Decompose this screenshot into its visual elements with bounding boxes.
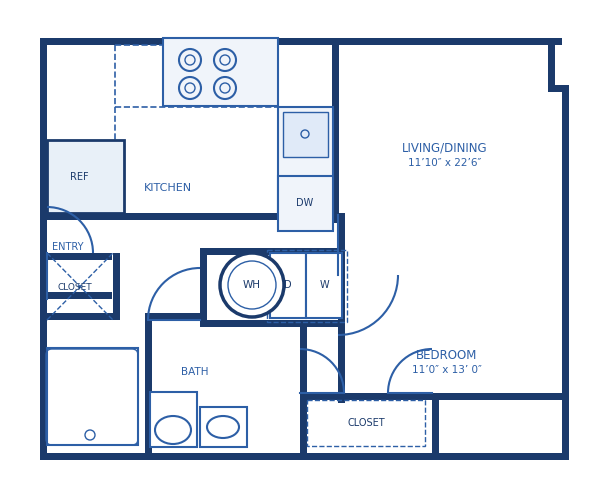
Bar [278,176,333,231]
Bar [150,392,197,447]
Bar [267,250,347,322]
Bar [200,320,345,327]
Bar [47,140,124,213]
Bar [332,45,339,223]
Text: D: D [284,280,292,290]
Text: CLOSET: CLOSET [347,418,385,428]
Bar [338,248,345,326]
Text: BATH: BATH [181,367,209,377]
Bar [548,85,569,92]
Bar [40,38,562,45]
Bar [307,400,425,446]
Bar [47,348,138,445]
Text: BEDROOM: BEDROOM [416,348,478,362]
Bar [47,253,112,260]
Bar [200,407,247,447]
Text: CLOSET: CLOSET [58,283,92,292]
Bar [338,213,345,403]
Bar [432,393,439,453]
Bar [47,213,335,220]
Text: W: W [319,280,329,290]
Bar [548,38,555,92]
Bar [200,248,207,326]
Text: REF: REF [70,172,88,182]
Bar [163,38,278,106]
Bar [40,453,569,460]
Text: KITCHEN: KITCHEN [144,183,192,193]
Circle shape [220,253,284,317]
Bar [145,313,152,453]
Bar [306,253,342,318]
Bar [562,85,569,453]
Text: DW: DW [296,198,314,208]
Bar [300,393,562,400]
Bar [47,313,120,320]
Bar [47,292,112,299]
Bar [270,253,306,318]
Text: WH: WH [243,280,261,290]
Bar [300,393,307,453]
Bar [40,38,47,453]
Text: LIVING/DINING: LIVING/DINING [402,142,488,154]
Bar [145,313,203,320]
Bar [200,248,345,255]
Bar [300,320,307,400]
Bar [278,107,333,215]
Text: 11’0″ x 13’ 0″: 11’0″ x 13’ 0″ [412,365,482,375]
Bar [113,253,120,318]
Text: 11’10″ x 22’6″: 11’10″ x 22’6″ [409,158,482,168]
Bar [283,112,328,157]
Text: ENTRY: ENTRY [52,242,84,252]
